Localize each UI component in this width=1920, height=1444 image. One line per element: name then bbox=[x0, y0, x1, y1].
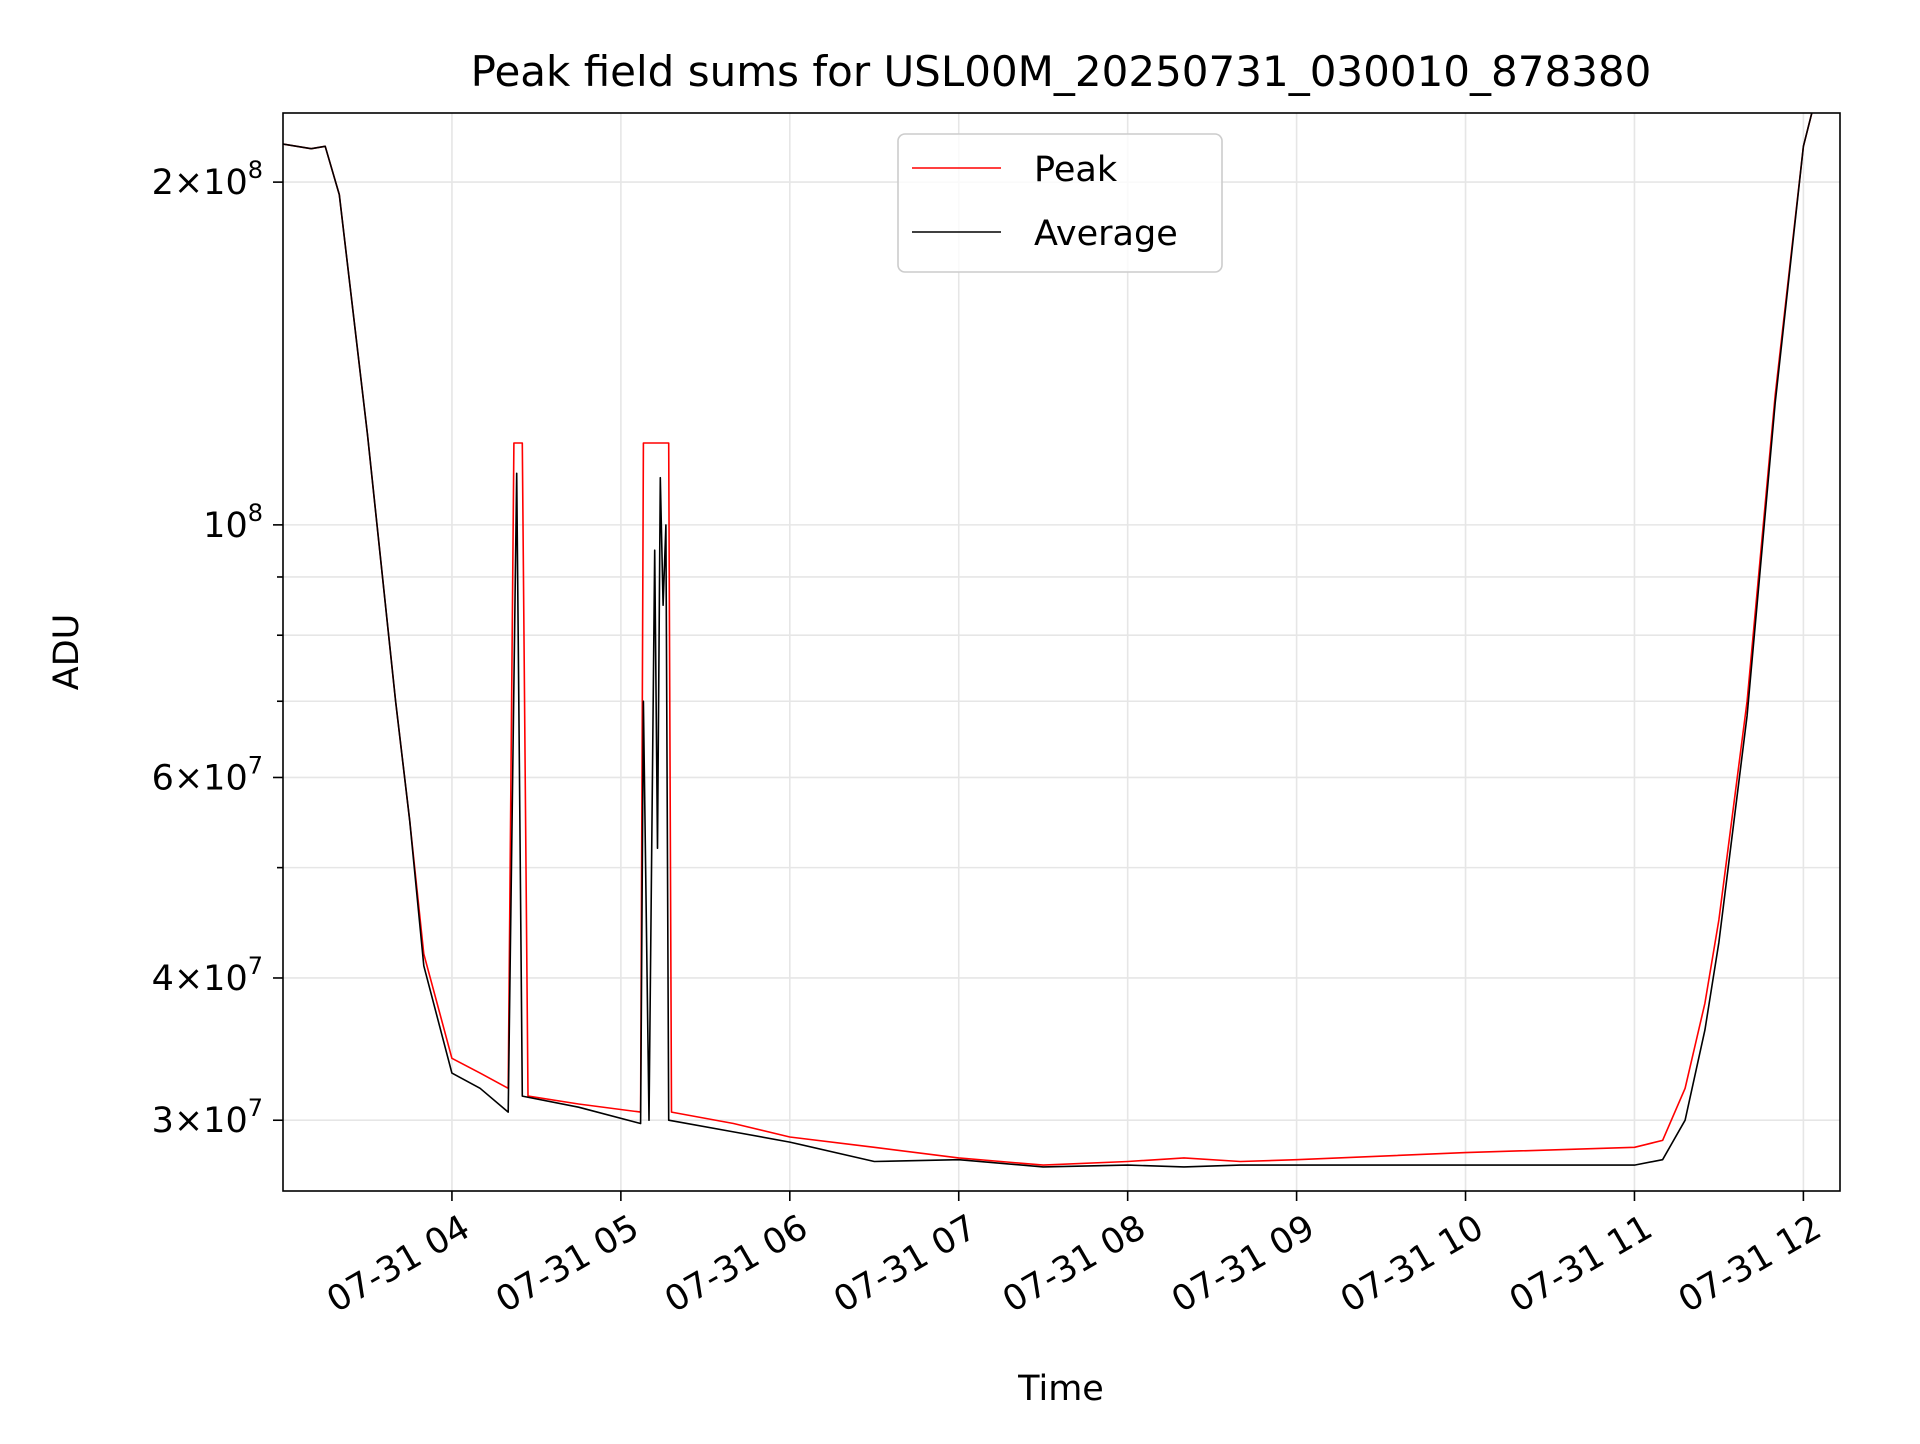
series-line-average bbox=[283, 113, 1813, 1168]
legend-label-average: Average bbox=[1034, 214, 1178, 254]
y-axis-label: ADU bbox=[47, 614, 87, 691]
y-tick-label: 2×108 bbox=[152, 156, 263, 203]
y-tick-label: 4×107 bbox=[152, 952, 263, 999]
plot-frame bbox=[282, 112, 1841, 1192]
y-axis: 3×107 4×107 6×107 108 2×108 bbox=[152, 156, 283, 1141]
series-group bbox=[283, 113, 1813, 1168]
legend-label-peak: Peak bbox=[1034, 150, 1118, 190]
x-axis-label: Time bbox=[1017, 1369, 1104, 1409]
y-tick-label: 3×107 bbox=[152, 1094, 263, 1141]
chart-title: Peak field sums for USL00M_20250731_0300… bbox=[471, 47, 1652, 96]
y-tick-label: 108 bbox=[203, 499, 263, 546]
legend: Peak Average bbox=[897, 133, 1223, 273]
y-tick-label: 6×107 bbox=[152, 751, 263, 798]
